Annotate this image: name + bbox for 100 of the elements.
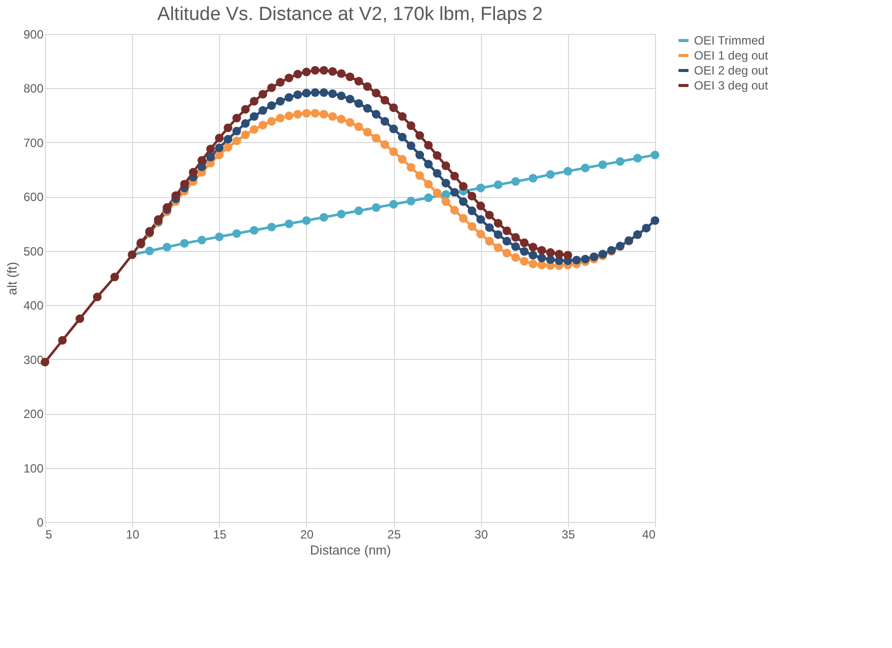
point [180, 180, 189, 189]
point [346, 118, 354, 127]
point [546, 248, 555, 257]
point [162, 242, 172, 252]
point [250, 96, 258, 106]
y-tick-label: 900 [23, 28, 44, 42]
point [258, 120, 268, 130]
x-tick-label: 40 [642, 528, 656, 542]
point [502, 226, 512, 236]
point [494, 243, 502, 252]
point [354, 206, 364, 216]
point [485, 223, 494, 232]
point [293, 90, 302, 100]
point [564, 250, 572, 260]
point [372, 110, 380, 119]
x-tick-label: 15 [213, 528, 227, 542]
point [363, 128, 372, 136]
point [580, 254, 590, 264]
point [293, 110, 302, 119]
point [354, 122, 364, 132]
point [250, 125, 258, 134]
point [180, 238, 189, 248]
point [494, 230, 502, 239]
point [267, 116, 276, 126]
point [336, 91, 346, 100]
point [372, 134, 380, 142]
point [554, 250, 564, 258]
point [363, 104, 372, 113]
point [564, 166, 572, 176]
point [572, 256, 581, 264]
point [616, 157, 624, 166]
y-tick-label: 100 [23, 461, 44, 476]
point [494, 218, 502, 228]
point [511, 233, 520, 242]
point [214, 232, 224, 242]
legend-label: OEI Trimmed [694, 34, 765, 48]
x-axis-title: Distance (nm) [310, 542, 391, 558]
point [380, 96, 390, 104]
point [432, 151, 442, 160]
point [302, 68, 311, 76]
point [650, 150, 660, 160]
point [424, 193, 433, 202]
point [511, 177, 520, 186]
point [346, 72, 354, 82]
y-tick-label: 500 [23, 244, 44, 258]
y-tick-label: 700 [23, 136, 44, 150]
point [232, 229, 242, 238]
x-tick-label: 25 [387, 528, 402, 542]
point [241, 105, 250, 114]
point [110, 272, 120, 282]
point [276, 78, 285, 87]
point [354, 99, 364, 108]
legend-label: OEI 1 deg out [694, 48, 769, 62]
point [511, 242, 520, 251]
point [476, 215, 486, 224]
point [284, 93, 294, 102]
point [310, 66, 320, 75]
point [276, 96, 285, 106]
point [528, 250, 538, 260]
point [224, 123, 232, 132]
point [372, 88, 380, 98]
point [214, 150, 224, 160]
x-tick-label: 10 [126, 528, 140, 542]
legend-label: OEI 2 deg out [694, 64, 769, 78]
y-tick-label: 0 [36, 516, 44, 530]
point [520, 256, 529, 266]
point [415, 150, 424, 160]
point [389, 147, 398, 156]
point [458, 182, 468, 191]
point [415, 131, 424, 140]
y-tick-label: 400 [23, 298, 44, 313]
x-tick-label: 5 [46, 528, 52, 542]
point [424, 180, 433, 189]
point [494, 180, 502, 190]
point [633, 154, 642, 162]
point [502, 248, 512, 258]
point [406, 141, 416, 150]
point [346, 94, 354, 104]
point [537, 246, 546, 255]
point [328, 89, 337, 98]
point [398, 154, 407, 164]
point [241, 130, 250, 140]
point [258, 106, 268, 115]
point [468, 192, 476, 200]
point [250, 112, 258, 121]
point [442, 190, 450, 199]
point [380, 116, 390, 126]
point [58, 336, 67, 345]
point [336, 114, 346, 124]
point [398, 132, 407, 142]
point [320, 212, 328, 222]
point [328, 67, 337, 76]
point [293, 70, 302, 78]
point [232, 114, 242, 122]
point [528, 174, 538, 183]
point [546, 170, 555, 179]
point [250, 226, 258, 235]
y-axis-title: alt (ft) [4, 262, 20, 296]
point [328, 112, 337, 121]
point [284, 112, 294, 120]
